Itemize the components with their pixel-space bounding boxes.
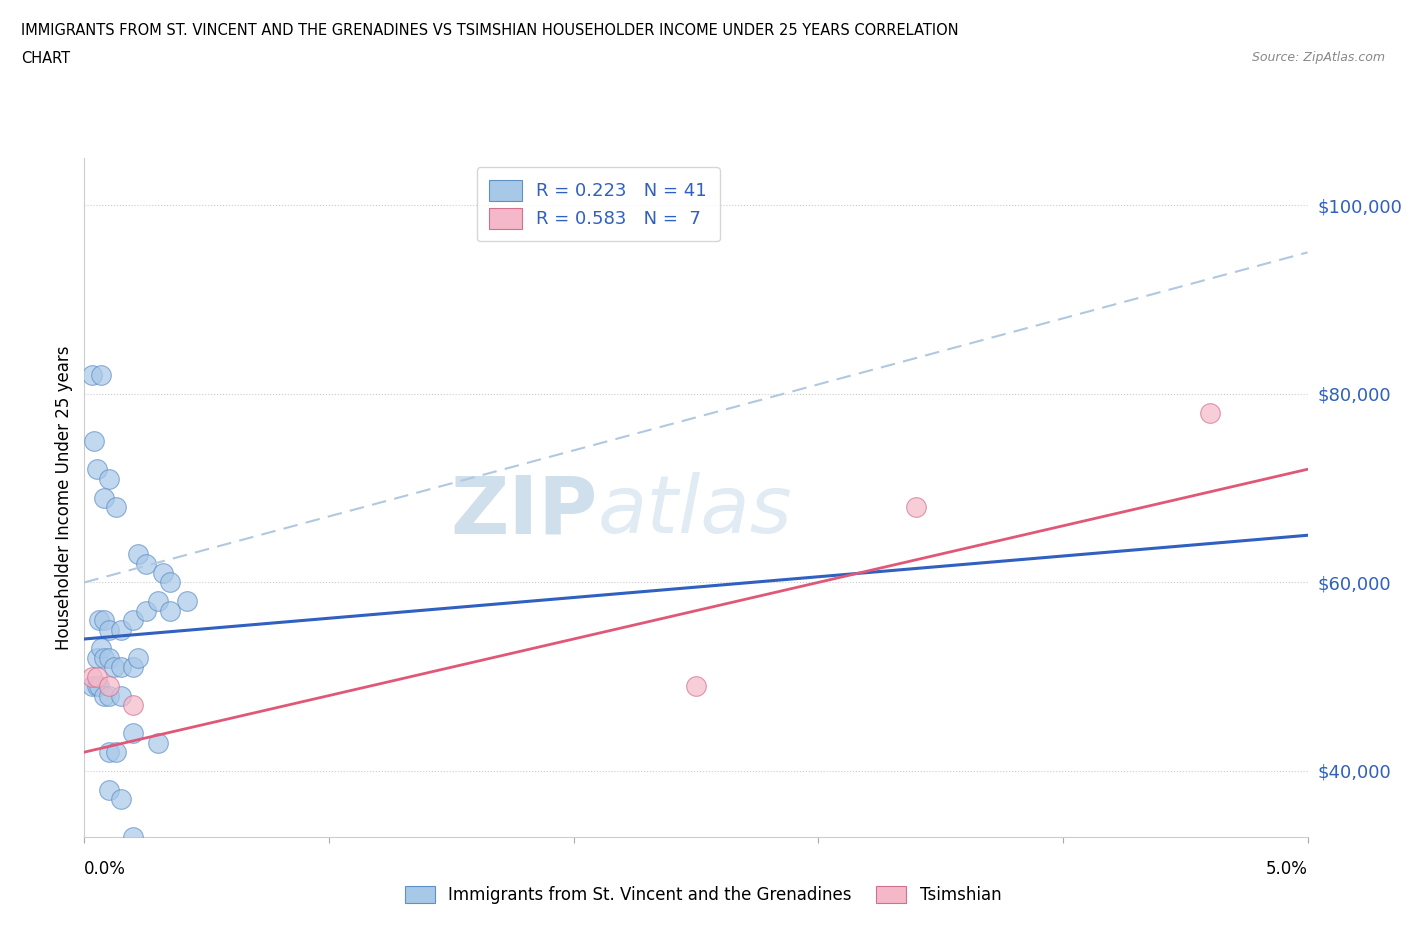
Point (93, 650, 115, 665)
Point (159, 575, 181, 590)
Point (86, 650, 108, 665)
Point (905, 499, 928, 514)
Point (93, 490, 115, 505)
Point (86, 679, 108, 694)
Point (152, 565, 174, 580)
Point (110, 622, 132, 637)
Point (110, 791, 132, 806)
Text: 0.0%: 0.0% (84, 860, 127, 878)
Point (105, 745, 128, 760)
Text: Source: ZipAtlas.com: Source: ZipAtlas.com (1251, 51, 1385, 64)
Text: ZIP: ZIP (451, 472, 598, 551)
Point (135, 556, 157, 571)
Y-axis label: Householder Income Under 25 years: Householder Income Under 25 years (55, 345, 73, 650)
Point (97, 622, 120, 637)
Point (80, 670, 103, 684)
Text: atlas: atlas (598, 472, 793, 551)
Point (1198, 405, 1220, 420)
Point (122, 830, 145, 844)
Point (110, 688, 132, 703)
Point (97, 782, 120, 797)
Point (105, 499, 128, 514)
Point (87, 679, 110, 694)
Point (97, 472, 120, 486)
Text: 5.0%: 5.0% (1265, 860, 1308, 878)
Point (159, 604, 181, 618)
Point (86, 462, 108, 477)
Point (122, 613, 145, 628)
Point (97, 650, 120, 665)
Text: CHART: CHART (21, 51, 70, 66)
Point (122, 698, 145, 712)
Point (122, 725, 145, 740)
Point (103, 660, 125, 675)
Point (97, 688, 120, 703)
Point (685, 679, 707, 694)
Legend: R = 0.223   N = 41, R = 0.583   N =  7: R = 0.223 N = 41, R = 0.583 N = 7 (477, 167, 720, 242)
Point (146, 736, 169, 751)
Point (93, 688, 115, 703)
Point (83, 433, 105, 448)
Point (97, 745, 120, 760)
Text: IMMIGRANTS FROM ST. VINCENT AND THE GRENADINES VS TSIMSHIAN HOUSEHOLDER INCOME U: IMMIGRANTS FROM ST. VINCENT AND THE GREN… (21, 23, 959, 38)
Point (80, 367, 103, 382)
Point (97, 679, 120, 694)
Point (176, 594, 198, 609)
Point (110, 660, 132, 675)
Point (93, 613, 115, 628)
Point (90, 641, 112, 656)
Point (80, 679, 103, 694)
Point (127, 650, 149, 665)
Legend: Immigrants from St. Vincent and the Grenadines, Tsimshian: Immigrants from St. Vincent and the Gren… (396, 878, 1010, 912)
Point (122, 660, 145, 675)
Point (90, 367, 112, 382)
Point (87, 613, 110, 628)
Point (86, 670, 108, 684)
Point (135, 604, 157, 618)
Point (146, 594, 169, 609)
Point (127, 547, 149, 562)
